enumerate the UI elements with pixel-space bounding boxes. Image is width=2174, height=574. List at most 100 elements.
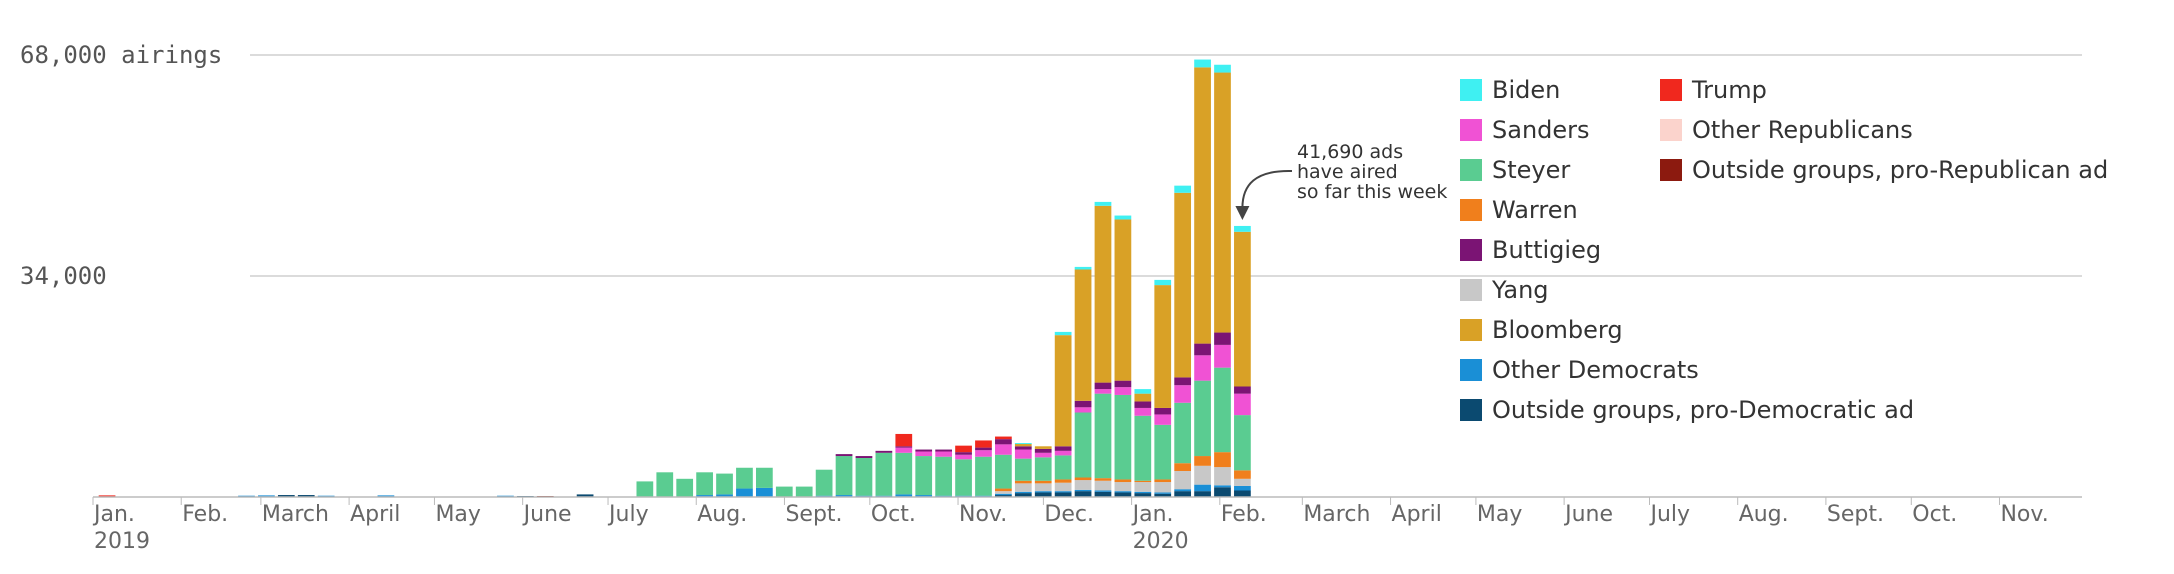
x-tick-label: July bbox=[1648, 502, 1690, 527]
bar-segment-buttigieg bbox=[1194, 343, 1211, 356]
bar-segment-dem bbox=[756, 487, 773, 497]
bar-segment-steyer bbox=[835, 456, 853, 496]
week-bar-stack bbox=[795, 486, 813, 497]
bar-segment-sanders bbox=[1154, 414, 1172, 425]
x-tick-label: June bbox=[522, 502, 572, 527]
legend-item-bloomberg: Bloomberg bbox=[1460, 310, 1623, 350]
bar-segment-dem bbox=[1154, 492, 1172, 494]
bar-segment-buttigieg bbox=[1074, 400, 1092, 408]
bar-segment-yang bbox=[1034, 483, 1052, 492]
bar-segment-buttigieg bbox=[1174, 377, 1192, 386]
legend-label: Bloomberg bbox=[1492, 316, 1623, 344]
legend-label: Outside groups, pro-Democratic ad bbox=[1492, 396, 1915, 424]
bar-segment-dem bbox=[1034, 491, 1052, 493]
week-bar-stack bbox=[736, 467, 753, 497]
bar-segment-od bbox=[1154, 493, 1172, 497]
bar-segment-biden bbox=[1174, 185, 1192, 193]
bar-segment-sanders bbox=[995, 444, 1012, 455]
bar-segment-warren bbox=[1114, 479, 1132, 483]
week-bar-stack bbox=[955, 445, 972, 497]
x-tick-label: Dec. bbox=[1044, 502, 1094, 527]
bar-segment-biden bbox=[1134, 389, 1152, 394]
bar-segment-buttigieg bbox=[1134, 401, 1152, 408]
gridlines bbox=[250, 54, 2082, 277]
bar-segment-od bbox=[297, 495, 315, 497]
y-tick-label: 68,000 airings bbox=[20, 41, 222, 69]
x-tick-year-label: 2019 bbox=[94, 529, 150, 554]
bar-segment-od bbox=[1194, 491, 1211, 497]
bar-segment-steyer bbox=[1074, 412, 1092, 478]
bar-segment-steyer bbox=[676, 478, 694, 497]
legend-swatch bbox=[1660, 79, 1682, 101]
bar-segment-steyer bbox=[1174, 402, 1192, 464]
bar-segment-buttigieg bbox=[875, 450, 893, 453]
legend-label: Biden bbox=[1492, 76, 1561, 104]
x-tick-label: July bbox=[607, 502, 649, 527]
bar-segment-buttigieg bbox=[1054, 446, 1072, 451]
bar-segment-sanders bbox=[975, 450, 992, 457]
week-bar-stack bbox=[1154, 279, 1172, 497]
week-bar-stack bbox=[756, 467, 773, 497]
bar-segment-buttigieg bbox=[1034, 448, 1052, 453]
x-tick-label: March bbox=[262, 502, 329, 527]
bar-segment-steyer bbox=[955, 459, 972, 496]
bar-segment-steyer bbox=[1134, 415, 1152, 481]
week-bar-stack bbox=[1094, 201, 1112, 497]
bar-segment-bloomberg bbox=[1114, 219, 1132, 381]
bar-segment-buttigieg bbox=[1114, 380, 1132, 388]
bars bbox=[98, 59, 1251, 498]
bar-segment-biden bbox=[1154, 279, 1172, 286]
legend-swatch bbox=[1460, 279, 1482, 301]
bar-segment-steyer bbox=[915, 456, 933, 496]
week-bar-stack bbox=[1014, 443, 1032, 497]
x-tick-label: March bbox=[1303, 502, 1370, 527]
legend-label: Sanders bbox=[1492, 116, 1590, 144]
week-bar-stack bbox=[995, 436, 1012, 497]
bar-segment-buttigieg bbox=[1214, 332, 1231, 345]
legend-item-biden: Biden bbox=[1460, 70, 1560, 110]
legend-item-od: Outside groups, pro-Democratic ad bbox=[1460, 390, 1914, 430]
legend-item-buttigieg: Buttigieg bbox=[1460, 230, 1601, 270]
bar-segment-steyer bbox=[855, 458, 873, 496]
x-tick-label: April bbox=[1392, 502, 1442, 527]
legend-item-yang: Yang bbox=[1460, 270, 1549, 310]
bar-segment-steyer bbox=[795, 486, 813, 497]
bar-segment-bloomberg bbox=[1054, 335, 1072, 447]
bar-segment-sanders bbox=[955, 454, 972, 460]
bar-segment-steyer bbox=[1014, 458, 1032, 481]
bar-segment-biden bbox=[1054, 331, 1072, 336]
week-bar-stack bbox=[1134, 389, 1152, 497]
bar-segment-buttigieg bbox=[1234, 386, 1251, 394]
bar-segment-bloomberg bbox=[1074, 269, 1092, 401]
bar-segment-od bbox=[1134, 493, 1152, 497]
bar-segment-trump bbox=[955, 445, 972, 453]
bar-segment-buttigieg bbox=[1154, 407, 1172, 415]
week-bar-stack bbox=[895, 433, 913, 497]
bar-segment-dem bbox=[377, 495, 395, 497]
bar-segment-sanders bbox=[1234, 393, 1251, 416]
bar-segment-biden bbox=[1074, 266, 1092, 270]
legend-label: Outside groups, pro-Republican ad bbox=[1692, 156, 2109, 184]
bar-segment-bloomberg bbox=[1134, 393, 1152, 402]
chart-legend: Biden Sanders Steyer Warren Buttigieg Yang Blo… bbox=[1460, 70, 2108, 430]
bar-segment-steyer bbox=[1034, 457, 1052, 481]
bar-segment-yang bbox=[1054, 482, 1072, 492]
bar-segment-buttigieg bbox=[835, 454, 853, 457]
week-bar-stack bbox=[775, 486, 793, 497]
bar-segment-sanders bbox=[1014, 449, 1032, 459]
bar-segment-buttigieg bbox=[1094, 382, 1112, 390]
bar-segment-od bbox=[1074, 491, 1092, 497]
legend-swatch bbox=[1460, 119, 1482, 141]
bar-segment-dem bbox=[915, 495, 933, 497]
bar-segment-buttigieg bbox=[1014, 446, 1032, 450]
bar-segment-od bbox=[1214, 487, 1231, 497]
legend-swatch bbox=[1460, 79, 1482, 101]
bar-segment-steyer bbox=[1234, 415, 1251, 471]
y-tick-label: 34,000 bbox=[20, 262, 107, 290]
bar-segment-warren bbox=[1154, 479, 1172, 483]
week-bar-stack bbox=[696, 472, 713, 497]
bar-segment-trump bbox=[98, 495, 116, 497]
